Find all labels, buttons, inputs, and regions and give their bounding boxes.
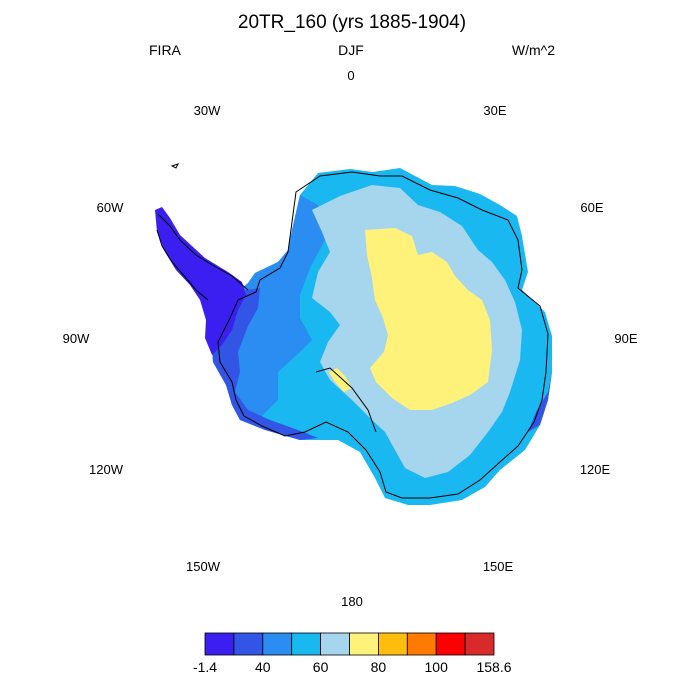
colorbar-box-3: [291, 632, 322, 656]
lon-label-60e: 60E: [580, 200, 603, 215]
ice-shelf-edge: [315, 367, 377, 433]
lon-label-120w: 120W: [89, 462, 124, 477]
colorbar-tick-label: 158.6: [476, 659, 511, 675]
lon-label-30e: 30E: [483, 103, 506, 118]
map-field: [155, 163, 552, 505]
region-peninsula: [155, 207, 246, 355]
right-string: W/m^2: [512, 42, 555, 58]
colorbar-box-8: [435, 632, 466, 656]
colorbar-box-9: [464, 632, 495, 656]
lon-label-180: 180: [341, 594, 363, 609]
left-string: FIRA: [149, 42, 182, 58]
longitude-labels: 0 30E 60E 90E 120E 150E 180 150W 120W 90W 60W 30W: [63, 68, 638, 609]
colorbar-tick-label: 40: [255, 659, 271, 675]
lon-label-90e: 90E: [614, 331, 637, 346]
colorbar-box-4: [320, 632, 350, 656]
colorbar-tick-label: -1.4: [193, 659, 217, 675]
lon-label-150e: 150E: [483, 559, 514, 574]
lon-label-30w: 30W: [194, 103, 221, 118]
colorbar-box-0: [204, 632, 235, 656]
colorbar-box-5: [349, 632, 379, 656]
region-west-coast: [212, 288, 318, 440]
colorbar-tick-label: 80: [371, 659, 387, 675]
lon-label-60w: 60W: [97, 200, 124, 215]
region-west-outer: [212, 195, 325, 420]
lon-label-90w: 90W: [63, 331, 90, 346]
lon-label-120e: 120E: [580, 462, 611, 477]
center-string: DJF: [338, 42, 364, 58]
lon-label-150w: 150W: [186, 559, 221, 574]
colorbar-tick-label: 100: [425, 659, 449, 675]
colorbar-box-2: [262, 632, 293, 656]
colorbar-tick-label: 60: [313, 659, 329, 675]
coastline: [217, 171, 549, 499]
plot-title: 20TR_160 (yrs 1885-1904): [238, 12, 466, 33]
coastline-peninsula: [156, 213, 249, 301]
south-georgia-coast: [170, 163, 179, 169]
region-siple-coast-patch: [329, 368, 352, 392]
lon-label-0: 0: [347, 68, 354, 83]
colorbar-box-7: [406, 632, 437, 656]
region-west-coast: [528, 372, 552, 432]
region-east-plateau-core: [365, 228, 492, 410]
colorbar-box-1: [233, 632, 264, 656]
colorbar-box-6: [377, 632, 408, 656]
colorbar: -1.4 40 60 80 100 158.6: [193, 632, 512, 675]
